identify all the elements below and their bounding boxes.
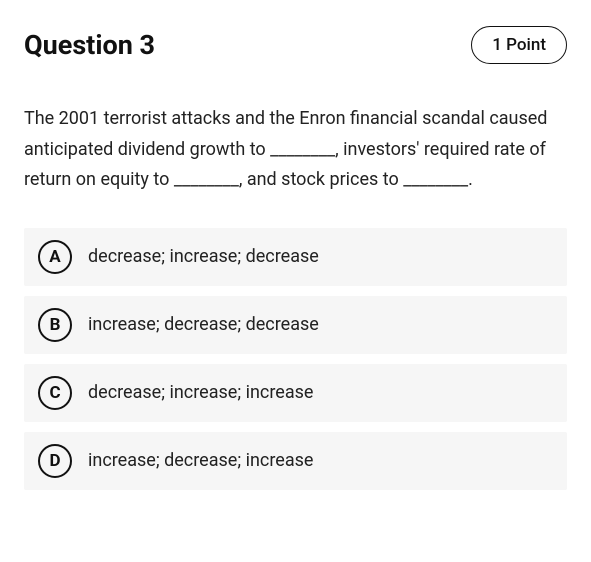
option-letter: D: [38, 444, 72, 478]
option-letter: C: [38, 376, 72, 410]
option-text: decrease; increase; increase: [88, 382, 313, 403]
option-b[interactable]: B increase; decrease; decrease: [24, 296, 567, 354]
question-title: Question 3: [24, 29, 155, 61]
option-text: increase; decrease; increase: [88, 450, 313, 471]
option-text: decrease; increase; decrease: [88, 246, 319, 267]
points-badge: 1 Point: [471, 26, 567, 64]
question-header: Question 3 1 Point: [24, 26, 567, 64]
options-list: A decrease; increase; decrease B increas…: [24, 228, 567, 490]
option-d[interactable]: D increase; decrease; increase: [24, 432, 567, 490]
option-a[interactable]: A decrease; increase; decrease: [24, 228, 567, 286]
option-c[interactable]: C decrease; increase; increase: [24, 364, 567, 422]
option-letter: A: [38, 240, 72, 274]
option-letter: B: [38, 308, 72, 342]
question-text: The 2001 terrorist attacks and the Enron…: [24, 104, 567, 196]
option-text: increase; decrease; decrease: [88, 314, 319, 335]
